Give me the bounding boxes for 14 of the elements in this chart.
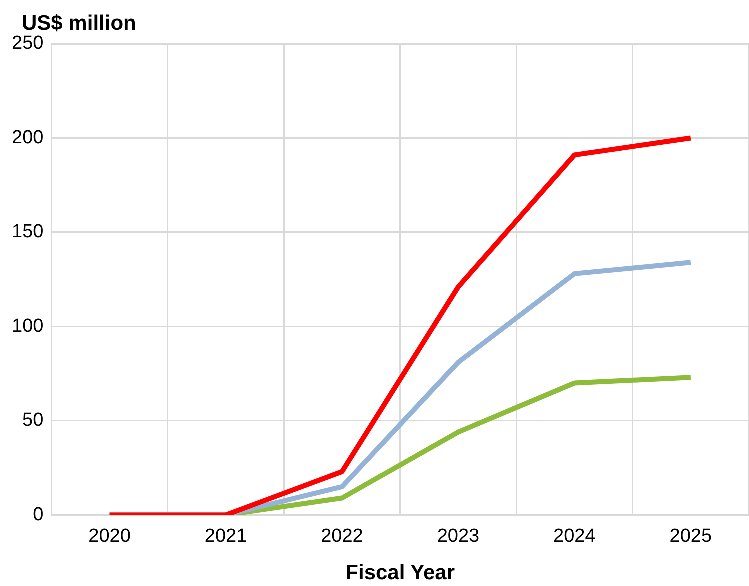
x-tick-label: 2022 <box>321 526 364 547</box>
x-tick-label: 2024 <box>554 526 596 547</box>
y-tick-label: 150 <box>12 222 44 243</box>
y-tick-label: 200 <box>12 127 44 148</box>
x-tick-label: 2023 <box>437 526 480 547</box>
y-tick-label: 100 <box>12 316 44 337</box>
x-tick-label: 2025 <box>670 526 712 547</box>
y-tick-label: 50 <box>22 410 44 432</box>
y-tick-label: 250 <box>12 33 44 54</box>
y-tick-label: 0 <box>33 504 44 526</box>
x-tick-label: 2021 <box>204 526 248 547</box>
y-axis-title: US$ million <box>22 12 136 35</box>
x-tick-label: 2020 <box>88 526 131 547</box>
x-axis-title: Fiscal Year <box>346 561 456 584</box>
